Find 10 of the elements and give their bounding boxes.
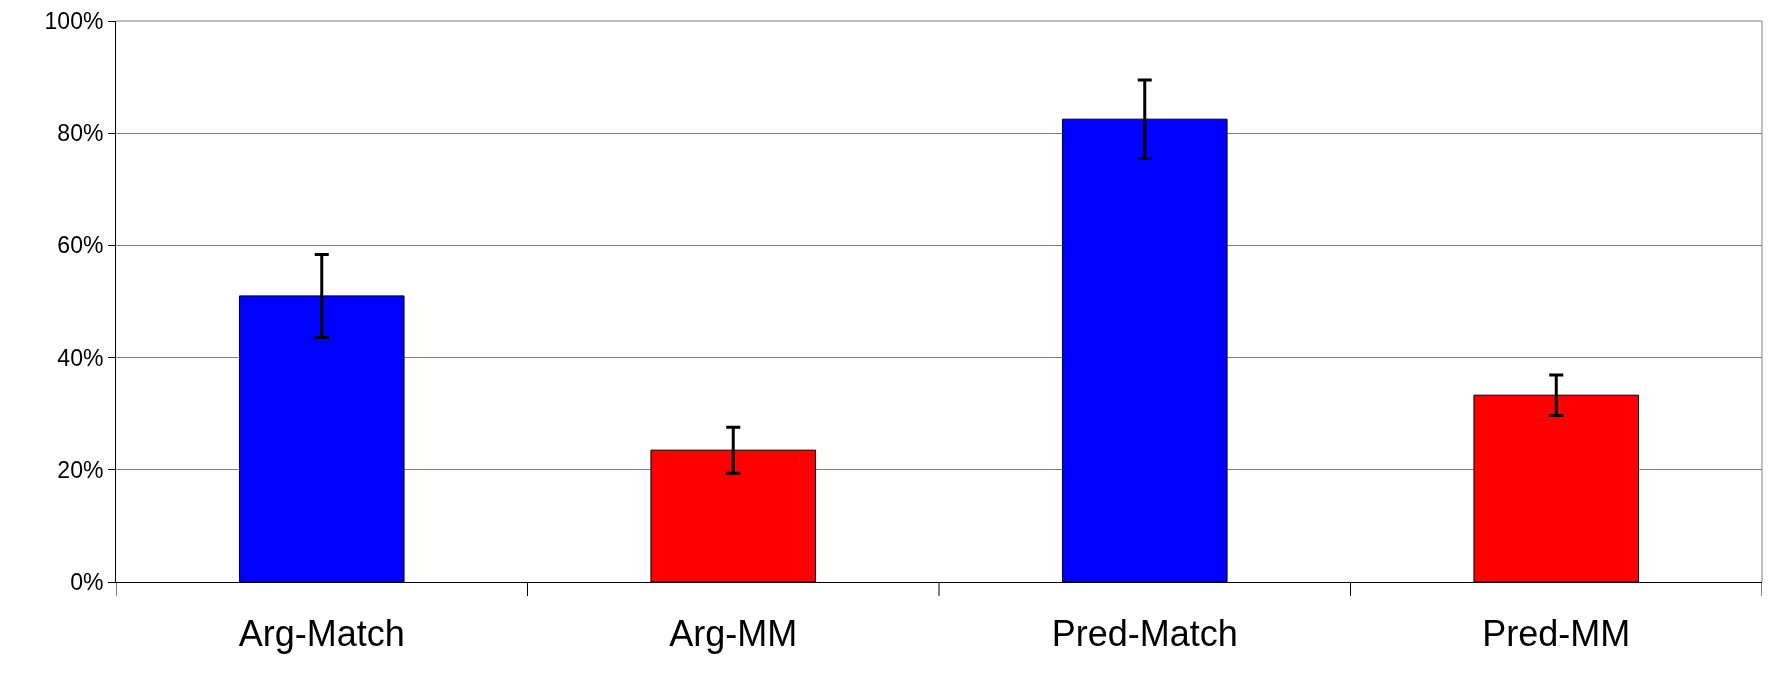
y-tick-label: 60% [57, 232, 104, 259]
x-tick-label: Pred-MM [1482, 613, 1631, 655]
y-tick-label: 80% [57, 120, 104, 147]
x-tick-label: Pred-Match [1051, 613, 1238, 655]
y-tick-label: 40% [57, 344, 104, 371]
y-tick-label: 100% [44, 8, 104, 35]
y-tick-label: 20% [57, 456, 104, 483]
x-tick-label: Arg-MM [669, 613, 798, 655]
y-tick-label: 0% [70, 569, 104, 596]
x-tick-label: Arg-Match [238, 613, 405, 655]
